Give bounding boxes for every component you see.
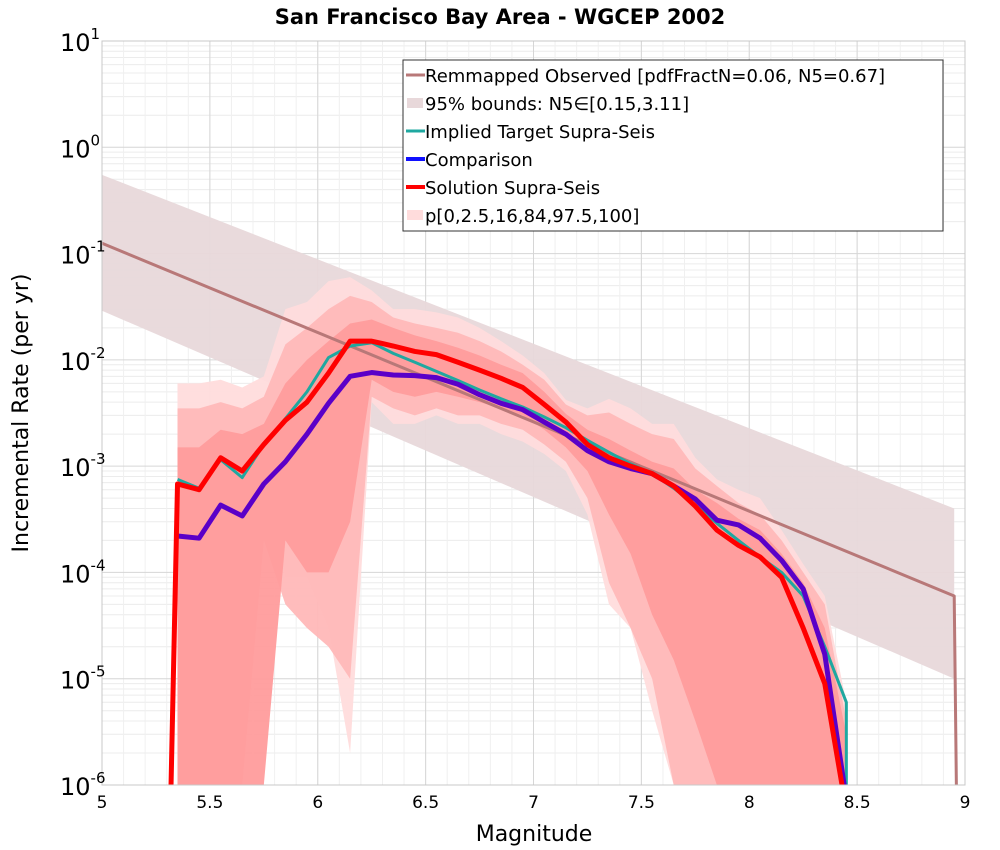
x-tick-label: 8 bbox=[744, 793, 755, 813]
series-line bbox=[168, 338, 845, 786]
y-tick-label: 10-1 bbox=[60, 238, 106, 270]
y-tick-label: 10-2 bbox=[60, 344, 106, 376]
y-tick-label: 10-4 bbox=[60, 556, 106, 588]
band bbox=[177, 319, 847, 785]
legend-box bbox=[402, 59, 944, 232]
legend-label: Comparison bbox=[425, 150, 533, 171]
legend-label: p[0,2.5,16,84,97.5,100] bbox=[425, 206, 639, 227]
chart-title: San Francisco Bay Area - WGCEP 2002 bbox=[275, 5, 726, 29]
y-tick-label: 10-6 bbox=[60, 769, 106, 801]
x-tick-label: 8.5 bbox=[844, 793, 871, 813]
x-tick-label: 9 bbox=[960, 793, 971, 813]
series-line bbox=[101, 241, 958, 786]
plot-frame bbox=[101, 40, 966, 786]
legend-label: Remmapped Observed [pdfFractN=0.06, N5=0… bbox=[425, 66, 885, 87]
series-line bbox=[177, 370, 847, 786]
x-tick-label: 5.5 bbox=[196, 793, 223, 813]
y-tick-label: 10-3 bbox=[60, 450, 106, 482]
legend: Remmapped Observed [pdfFractN=0.06, N5=0… bbox=[402, 59, 944, 232]
uncertainty-bands bbox=[102, 174, 955, 785]
x-tick-label: 6 bbox=[312, 793, 323, 813]
y-tick-label: 10-5 bbox=[60, 663, 106, 695]
series-lines bbox=[101, 241, 958, 786]
x-tick-label: 6.5 bbox=[412, 793, 439, 813]
x-tick-label: 7 bbox=[528, 793, 539, 813]
legend-swatch bbox=[407, 210, 423, 220]
y-tick-label: 100 bbox=[60, 131, 100, 163]
legend-swatch bbox=[407, 98, 423, 108]
x-tick-label: 5 bbox=[97, 793, 108, 813]
legend-label: Implied Target Supra-Seis bbox=[425, 122, 655, 143]
x-tick-label: 7.5 bbox=[628, 793, 655, 813]
x-axis-label: Magnitude bbox=[476, 822, 593, 847]
y-axis-label: Incremental Rate (per yr) bbox=[9, 274, 34, 553]
y-axis-ticks: 101 100 10-1 10-2 10-3 10-4 10-5 10-6 bbox=[60, 25, 106, 801]
x-axis-ticks: 5 5.5 6 6.5 7 7.5 8 8.5 9 bbox=[97, 793, 971, 813]
legend-label: Solution Supra-Seis bbox=[425, 178, 600, 199]
y-tick-label: 101 bbox=[60, 25, 100, 57]
legend-label: 95% bounds: N5∈[0.15,3.11] bbox=[425, 94, 689, 115]
